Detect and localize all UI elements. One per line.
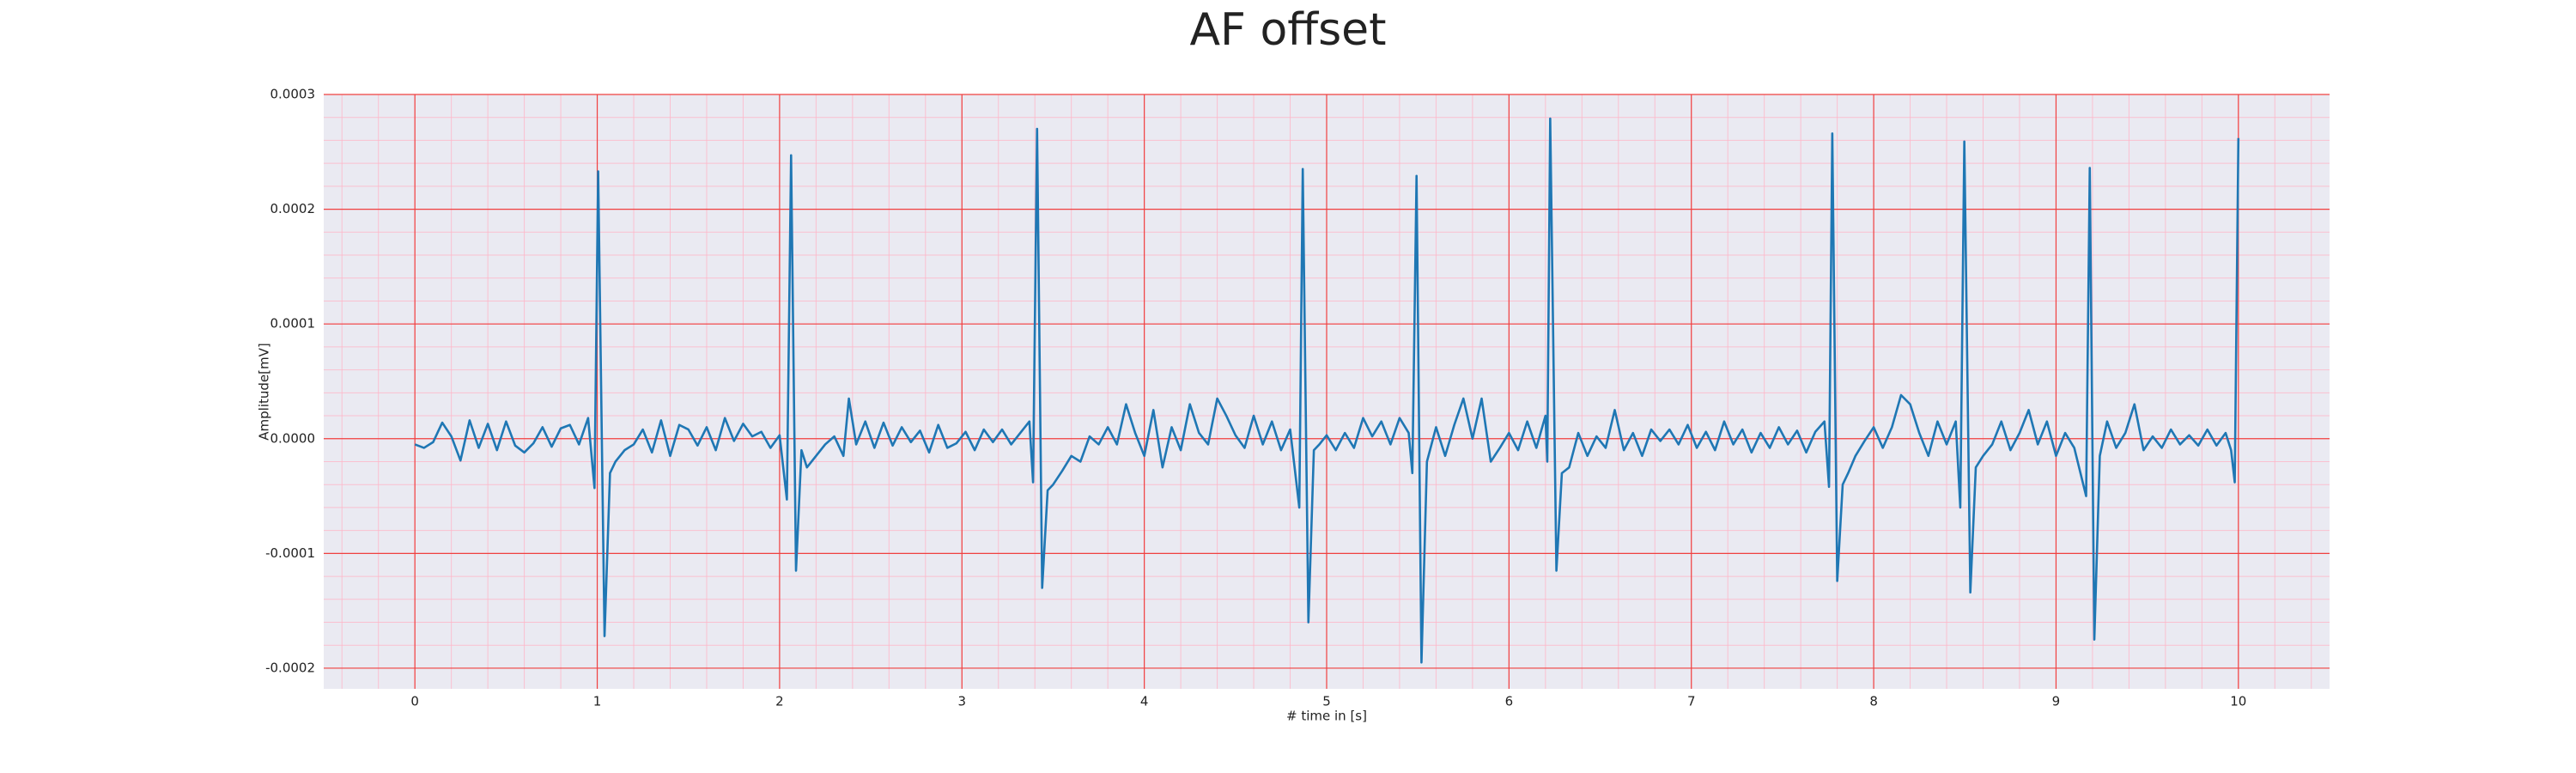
- x-tick-label: 1: [593, 694, 602, 709]
- x-tick-label: 7: [1687, 694, 1696, 709]
- y-tick-label: 0.0001: [270, 316, 316, 332]
- y-tick-label: 0.0002: [270, 201, 316, 216]
- signal-line: [414, 117, 2240, 664]
- x-tick-label: 9: [2052, 694, 2061, 709]
- x-tick-label: 2: [775, 694, 784, 709]
- x-tick-label: 10: [2230, 694, 2246, 709]
- y-tick-label: 0.0000: [270, 430, 316, 446]
- y-tick-label: -0.0002: [265, 660, 315, 675]
- x-tick-label: 5: [1322, 694, 1331, 709]
- y-tick-label: 0.0003: [270, 87, 316, 102]
- x-tick-label: 6: [1505, 694, 1514, 709]
- chart-title: AF offset: [1189, 4, 1386, 56]
- x-axis-label: # time in [s]: [1286, 709, 1367, 724]
- y-tick-label: -0.0001: [265, 545, 315, 561]
- x-tick-label: 4: [1140, 694, 1149, 709]
- x-tick-label: 8: [1869, 694, 1878, 709]
- y-axis-label: Amplitude[mV]: [257, 343, 272, 440]
- x-tick-label: 0: [410, 694, 419, 709]
- x-tick-label: 3: [957, 694, 966, 709]
